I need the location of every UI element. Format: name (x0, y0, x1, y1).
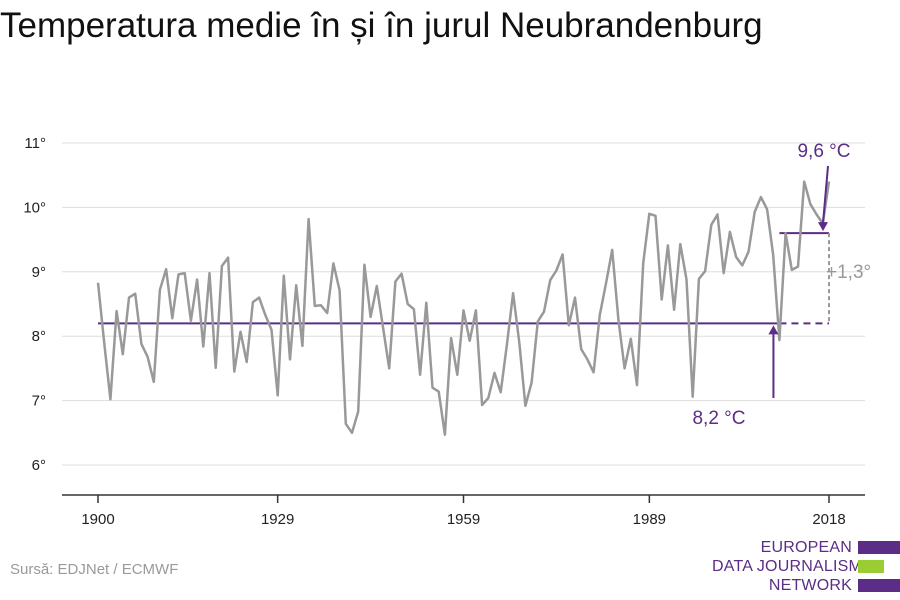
edjnet-logo: EUROPEAN DATA JOURNALISM NETWORK (712, 538, 900, 600)
source-note: Sursă: EDJNet / ECMWF (10, 561, 179, 578)
x-tick-label: 2018 (812, 511, 845, 528)
y-tick-label: 11° (24, 135, 46, 152)
logo-text: EUROPEAN DATA JOURNALISM NETWORK (712, 538, 862, 595)
recent-arrow-head (818, 222, 828, 232)
y-tick-label: 7° (32, 393, 46, 410)
x-tick-label: 1900 (81, 511, 114, 528)
logo-bar-bottom (858, 579, 900, 592)
chart-title: Temperatura medie în și în jurul Neubran… (0, 6, 763, 45)
y-tick-label: 6° (32, 457, 46, 474)
logo-bar-middle (858, 560, 884, 573)
logo-bar-top (858, 541, 900, 554)
y-tick-label: 9° (32, 264, 46, 281)
y-tick-label: 8° (32, 328, 46, 345)
recent-arrow-shaft (822, 165, 829, 224)
difference-label: +1,3° (826, 262, 871, 283)
temperature-series-line (96, 180, 831, 436)
baseline-arrow-head (768, 325, 779, 335)
baseline-label: 8,2 °C (692, 408, 745, 429)
x-tick-label: 1929 (261, 511, 294, 528)
x-tick-label: 1989 (633, 511, 666, 528)
recent-label: 9,6 °C (797, 141, 850, 162)
x-tick-label: 1959 (447, 511, 480, 528)
logo-line-3: NETWORK (768, 577, 852, 594)
y-tick-label: 10° (23, 199, 46, 216)
logo-line-2: DATA JOURNALISM (712, 558, 862, 575)
logo-line-1: EUROPEAN (760, 539, 852, 556)
